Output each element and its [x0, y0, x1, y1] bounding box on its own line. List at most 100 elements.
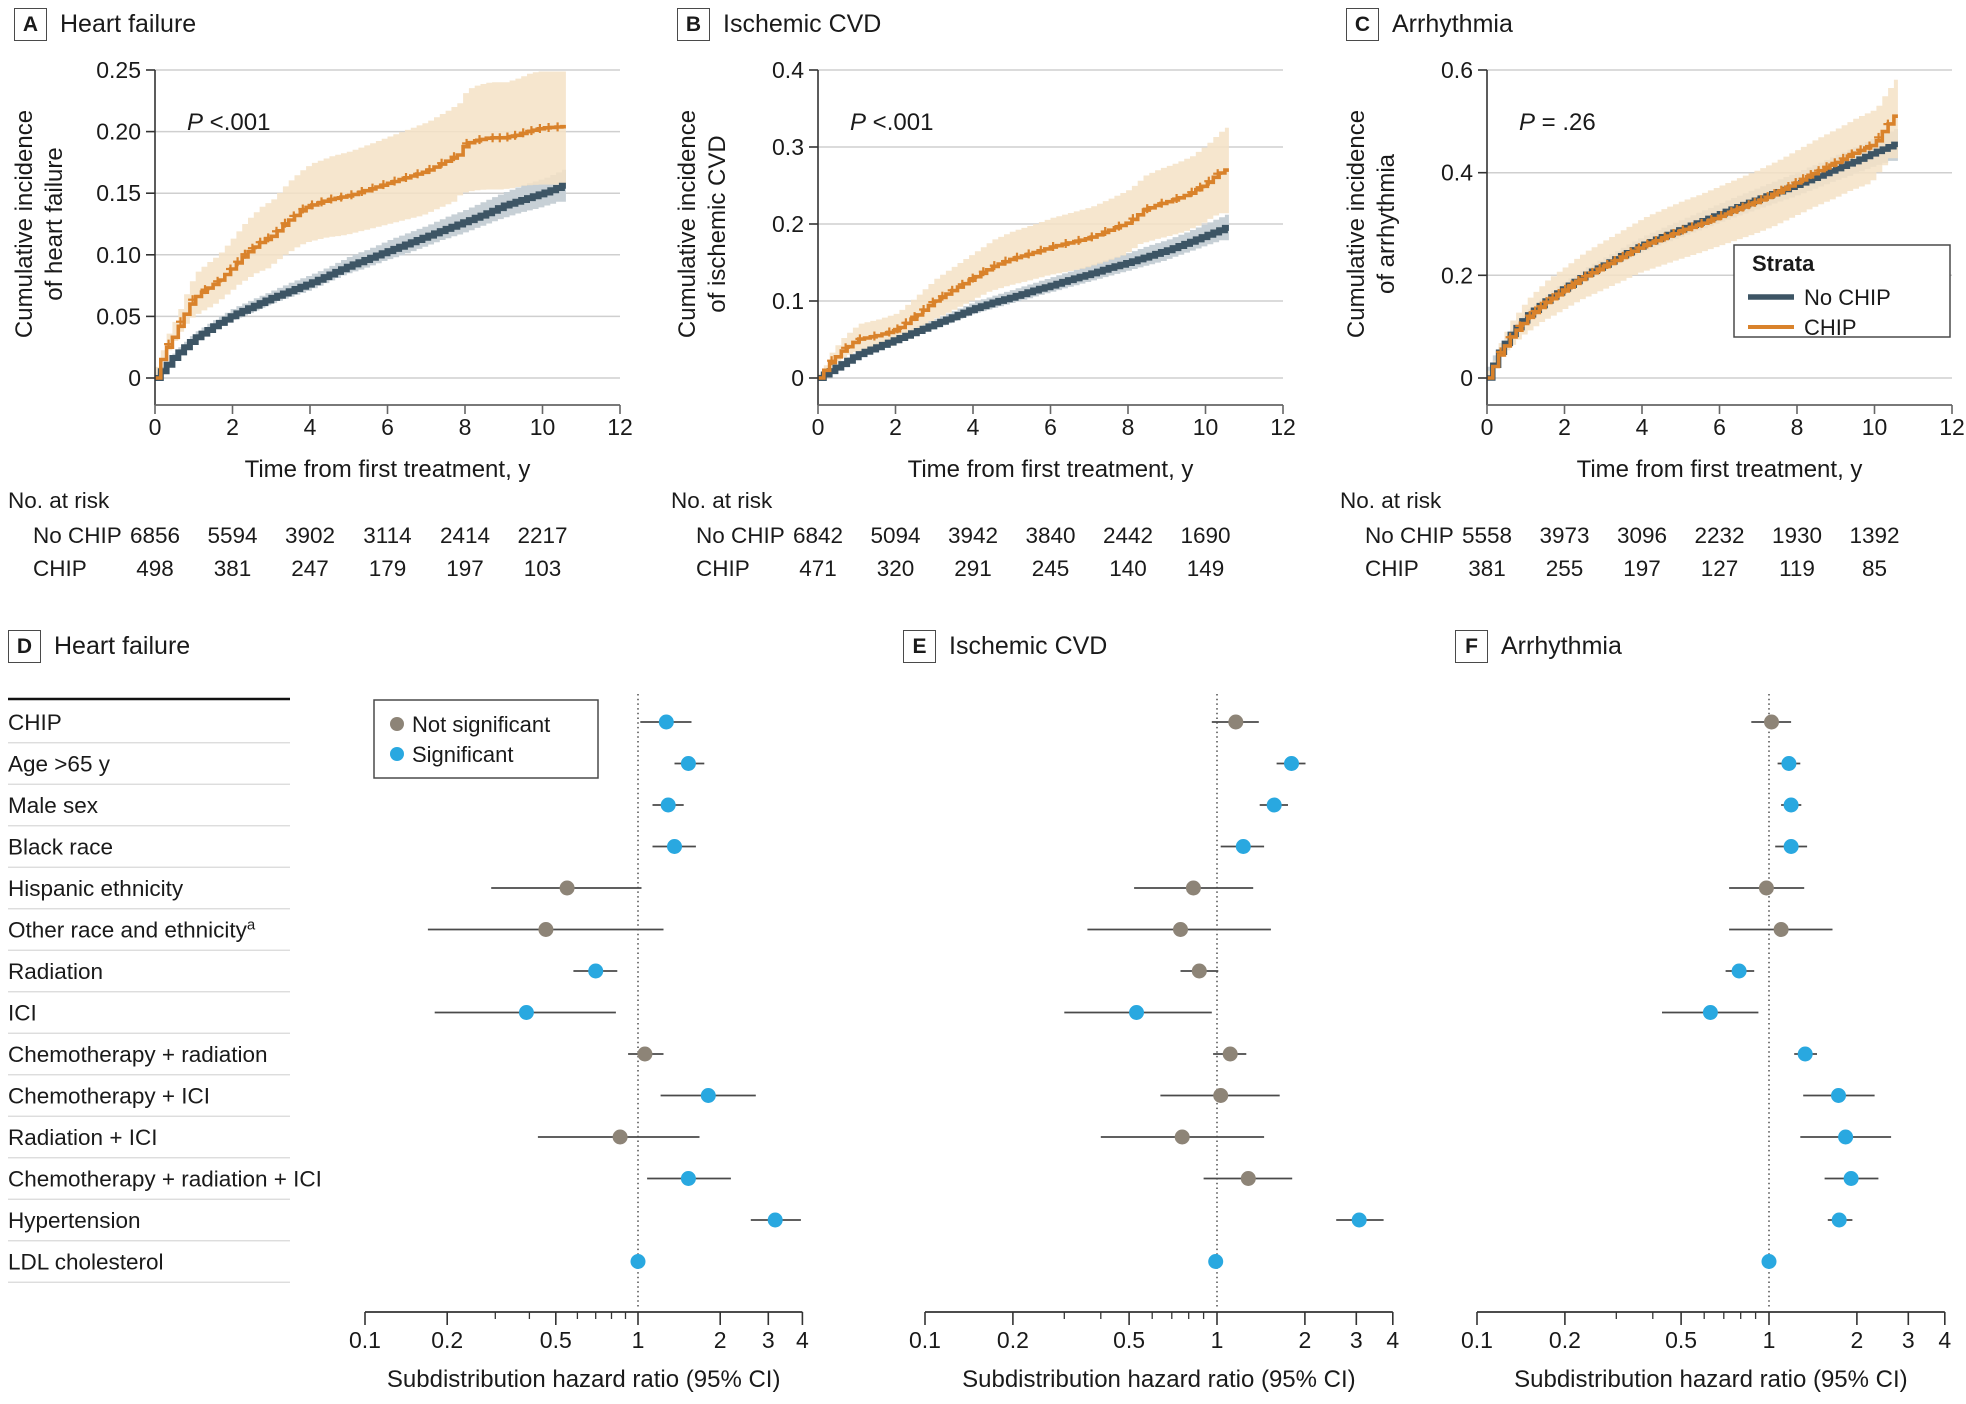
x-tick-label: 6	[1044, 414, 1057, 440]
cumulative-incidence-chart-heart-failure: 0 0.05 0.10 0.15 0.20 0.25 0 2 4 6 8 10 12 Time from …	[8, 57, 633, 581]
strata-legend-label: CHIP	[1804, 315, 1857, 340]
hr-point-significant	[588, 963, 604, 979]
hr-point-significant	[1797, 1046, 1813, 1062]
risk-table: No. at risk No CHIP 5558 3973 3096 2232 1930 13…	[1340, 488, 1900, 581]
censor-marks	[827, 169, 1223, 366]
hr-tick-label: 3	[1350, 1327, 1363, 1353]
hr-tick-label: 2	[1851, 1327, 1864, 1353]
hr-point-significant	[1208, 1254, 1224, 1269]
hr-point-not-significant	[1185, 880, 1201, 896]
curve-no-chip	[155, 182, 566, 381]
panel-e-title: Ischemic CVD	[949, 632, 1108, 660]
x-tick-label: 12	[1270, 414, 1296, 440]
panel-d-letter: D	[8, 630, 41, 663]
risk-count: 197	[446, 556, 484, 581]
risk-count: 3942	[948, 523, 998, 548]
forest-row-label: Hispanic ethnicity	[8, 876, 184, 901]
hr-point-significant	[1351, 1212, 1367, 1228]
risk-row-label: CHIP	[696, 556, 750, 581]
hr-axis-title: Subdistribution hazard ratio (95% CI)	[1514, 1366, 1908, 1393]
plot-area	[818, 127, 1229, 381]
hr-point-significant	[660, 797, 676, 813]
risk-count: 1392	[1849, 523, 1899, 548]
x-tick-label: 2	[1558, 414, 1571, 440]
hr-point-significant	[1838, 1129, 1854, 1145]
hr-point-not-significant	[538, 922, 554, 937]
x-tick-label: 8	[459, 414, 472, 440]
strata-legend-title: Strata	[1752, 251, 1815, 276]
hr-point-significant	[1783, 797, 1799, 813]
hr-tick-label: 4	[1386, 1327, 1399, 1353]
x-axis: 0 2 4 6 8 10 12 Time from first treatment, y	[1481, 404, 1965, 483]
hr-tick-label: 4	[796, 1327, 809, 1353]
curve-no-chip	[818, 224, 1229, 381]
forest-row-label: Chemotherapy + radiation + ICI	[8, 1167, 322, 1192]
y-axis: 0 0.1 0.2 0.3 0.4	[772, 57, 819, 405]
risk-count: 247	[291, 556, 329, 581]
panel-f-letter: F	[1455, 630, 1488, 663]
y-tick-label: 0.4	[1441, 160, 1473, 186]
risk-count: 149	[1187, 556, 1225, 581]
hr-tick-label: 0.5	[540, 1327, 572, 1353]
risk-count: 498	[136, 556, 174, 581]
forest-row-label: Male sex	[8, 793, 99, 818]
forest-row-label: Chemotherapy + ICI	[8, 1084, 210, 1109]
hr-tick-label: 2	[1299, 1327, 1312, 1353]
risk-count: 5094	[870, 523, 920, 548]
forest-row-label: Radiation	[8, 959, 103, 984]
risk-count: 119	[1779, 556, 1815, 581]
forest-row-label: Age >65 y	[8, 752, 111, 777]
hr-point-significant	[1702, 1005, 1718, 1020]
risk-row-label: No CHIP	[696, 523, 785, 548]
forest-row-label: Hypertension	[8, 1208, 141, 1233]
hr-point-significant	[630, 1254, 646, 1269]
hr-point-significant	[700, 1088, 716, 1103]
risk-count: 1690	[1180, 523, 1230, 548]
x-tick-label: 4	[1636, 414, 1649, 440]
x-axis-title: Time from first treatment, y	[245, 456, 531, 483]
p-value: P = .26	[1519, 109, 1596, 136]
x-tick-label: 0	[812, 414, 825, 440]
y-axis-title: of arrhythmia	[1373, 153, 1400, 294]
hr-tick-label: 1	[1763, 1327, 1776, 1353]
hr-axis-title: Subdistribution hazard ratio (95% CI)	[387, 1366, 781, 1393]
risk-count: 320	[877, 556, 915, 581]
risk-count: 3840	[1025, 523, 1075, 548]
risk-table-header: No. at risk	[1340, 488, 1442, 513]
risk-table: No. at risk No CHIP 6842 5094 3942 3840 2442 16…	[671, 488, 1231, 581]
risk-row-label: CHIP	[33, 556, 87, 581]
hr-point-significant	[667, 839, 682, 854]
hr-point-not-significant	[1174, 1129, 1190, 1145]
risk-count: 2414	[440, 523, 490, 548]
hr-tick-label: 0.2	[1549, 1327, 1581, 1353]
strata-legend-label: No CHIP	[1804, 285, 1891, 310]
x-axis-title: Time from first treatment, y	[908, 456, 1194, 483]
x-tick-label: 6	[1713, 414, 1726, 440]
panel-c-title: Arrhythmia	[1392, 10, 1513, 38]
risk-table: No. at risk No CHIP 6856 5594 3902 3114 2414 22…	[8, 488, 568, 581]
y-axis: 0 0.05 0.10 0.15 0.20 0.25	[96, 57, 156, 405]
hr-point-significant	[1266, 797, 1282, 813]
plot-area	[1487, 79, 1898, 381]
hr-point-significant	[1781, 756, 1797, 771]
significance-legend-label: Not significant	[412, 712, 550, 737]
risk-count: 2442	[1103, 523, 1153, 548]
x-tick-label: 2	[889, 414, 902, 440]
p-value: P <.001	[850, 109, 933, 136]
hr-point-significant	[1843, 1171, 1859, 1186]
hr-point-not-significant	[1228, 714, 1244, 730]
x-tick-label: 0	[149, 414, 162, 440]
panel-a-title: Heart failure	[60, 10, 197, 38]
hr-point-not-significant	[1191, 963, 1207, 979]
y-tick-label: 0.15	[96, 180, 141, 206]
hr-axis-title: Subdistribution hazard ratio (95% CI)	[962, 1366, 1356, 1393]
x-tick-label: 12	[607, 414, 633, 440]
y-tick-label: 0.2	[1441, 262, 1473, 288]
forest-panel-d: 0.1 0.2 0.5 1 2 3 4 Subdistribution hazard rati…	[349, 694, 809, 1393]
x-tick-label: 0	[1481, 414, 1494, 440]
hr-point-not-significant	[559, 880, 575, 896]
risk-count: 3902	[285, 523, 335, 548]
hr-tick-label: 0.2	[997, 1327, 1029, 1353]
hr-point-not-significant	[1773, 922, 1789, 937]
